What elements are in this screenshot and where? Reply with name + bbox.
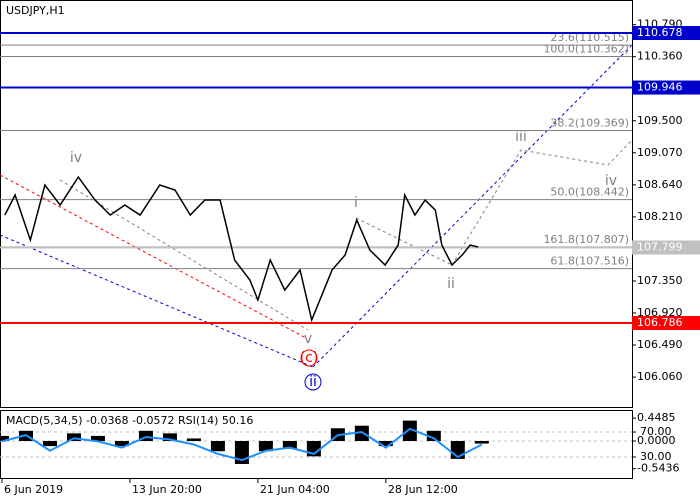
y2-tick-label: 30.00 [640, 450, 672, 463]
fib-label: 61.8(107.516) [550, 255, 629, 268]
wave-label: ii [309, 374, 317, 390]
wave-line [59, 179, 309, 331]
y-tick-label: 109.070 [637, 146, 683, 159]
price-level-tag [632, 80, 700, 95]
price-level-label: 110.678 [637, 26, 683, 39]
wave-circle [300, 349, 318, 367]
macd-bar [378, 441, 393, 447]
wave-label: ii [447, 276, 455, 292]
wave-label: iv [70, 150, 82, 166]
macd-bar [162, 433, 177, 442]
x-tick-label: 13 Jun 20:00 [132, 483, 202, 496]
y-tick-label: -0.5436 [637, 462, 679, 475]
price-level-label: 106.786 [637, 316, 683, 329]
y-tick-label: 106.920 [637, 306, 683, 319]
macd-bar [258, 441, 273, 452]
wave-circle [304, 373, 322, 391]
price-level-label: 109.946 [637, 81, 683, 94]
rsi-line [1, 427, 483, 462]
macd-bar [354, 425, 369, 442]
fib-label: 23.6(110.515) [550, 31, 629, 44]
fib-label: 100.0(110.362) [543, 43, 629, 56]
price-level-tag [632, 26, 700, 41]
fib-label: 38.2(109.369) [550, 117, 629, 130]
chart-title: USDJPY,H1 [6, 4, 65, 17]
wave-label: i [354, 195, 358, 211]
x-tick-label: 21 Jun 04:00 [260, 483, 330, 496]
y-tick-label: 108.210 [637, 210, 683, 223]
macd-bar [42, 441, 57, 447]
indicator-frame [0, 410, 633, 479]
macd-bar [402, 420, 417, 442]
y2-tick-label: 70.00 [640, 425, 672, 438]
main-frame [0, 0, 633, 408]
price-level-tag [632, 240, 700, 255]
wave-label: iii [515, 129, 527, 145]
y-tick-label: 0.0000 [637, 434, 676, 447]
price-line [4, 175, 479, 323]
y-tick-label: 107.350 [637, 274, 683, 287]
price-level-tag [632, 315, 700, 330]
y-tick-label: 0.4485 [637, 411, 676, 424]
wave-label: v [304, 331, 312, 347]
y-tick-label: 108.640 [637, 178, 683, 191]
y-tick-label: 109.500 [637, 114, 683, 127]
y-tick-label: 110.360 [637, 50, 683, 63]
macd-bar [138, 430, 153, 442]
y-tick-label: 106.060 [637, 370, 683, 383]
forecast-path [451, 139, 633, 266]
fib-label: 161.8(107.807) [543, 233, 629, 246]
macd-bar [114, 441, 129, 447]
wave-label: (c) [300, 350, 319, 366]
wave-label: iv [605, 173, 617, 189]
macd-bar [210, 441, 225, 452]
fib-label: 50.0(108.442) [550, 186, 629, 199]
macd-bar [0, 435, 9, 442]
wave-channel [0, 234, 314, 368]
price-level-label: 107.799 [637, 241, 683, 254]
macd-bar [282, 441, 297, 449]
indicator-title: MACD(5,34,5) -0.0368 -0.0572 RSI(14) 50.… [6, 414, 253, 427]
macd-bar [66, 433, 81, 442]
macd-bar [90, 435, 105, 442]
x-tick-label: 28 Jun 12:00 [388, 483, 458, 496]
macd-bar [186, 438, 201, 442]
macd-bar [426, 430, 441, 442]
x-tick-label: 6 Jun 2019 [4, 483, 63, 496]
y-tick-label: 106.490 [637, 338, 683, 351]
wave-channel [0, 174, 307, 339]
channel-lines [0, 44, 633, 368]
macd-bar [474, 441, 489, 444]
